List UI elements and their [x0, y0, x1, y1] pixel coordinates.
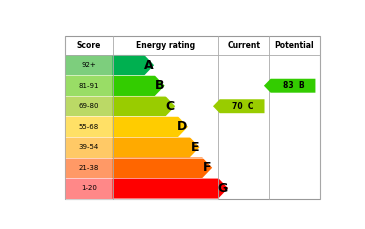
Text: Potential: Potential: [275, 41, 314, 50]
Polygon shape: [112, 158, 212, 178]
Polygon shape: [112, 76, 165, 96]
Polygon shape: [112, 55, 154, 76]
Text: D: D: [177, 120, 187, 133]
Bar: [65, 36, 320, 199]
Bar: [65, 178, 112, 199]
Polygon shape: [264, 79, 315, 93]
Bar: [65, 55, 112, 76]
Bar: [65, 76, 112, 96]
Text: B: B: [155, 79, 164, 92]
Text: 92+: 92+: [82, 62, 96, 68]
Bar: [65, 158, 112, 178]
Polygon shape: [112, 117, 188, 137]
Text: 1-20: 1-20: [81, 185, 97, 191]
Text: 70  C: 70 C: [233, 102, 254, 111]
Bar: [65, 96, 112, 117]
Text: 55-68: 55-68: [79, 124, 99, 130]
Text: Score: Score: [77, 41, 101, 50]
Text: 21-38: 21-38: [79, 165, 99, 171]
Text: 69-80: 69-80: [79, 103, 99, 109]
Text: 83  B: 83 B: [283, 81, 305, 90]
Text: F: F: [203, 161, 212, 174]
Polygon shape: [112, 178, 228, 199]
Bar: [65, 117, 112, 137]
Text: A: A: [144, 59, 154, 72]
Text: G: G: [217, 182, 227, 195]
Polygon shape: [112, 137, 200, 158]
Text: Energy rating: Energy rating: [136, 41, 195, 50]
Text: Current: Current: [227, 41, 260, 50]
Polygon shape: [112, 96, 175, 117]
Bar: [65, 137, 112, 158]
Text: E: E: [191, 141, 199, 154]
Text: C: C: [166, 100, 175, 113]
Text: 39-54: 39-54: [79, 144, 99, 150]
Polygon shape: [213, 99, 265, 113]
Text: 81-91: 81-91: [79, 83, 99, 89]
